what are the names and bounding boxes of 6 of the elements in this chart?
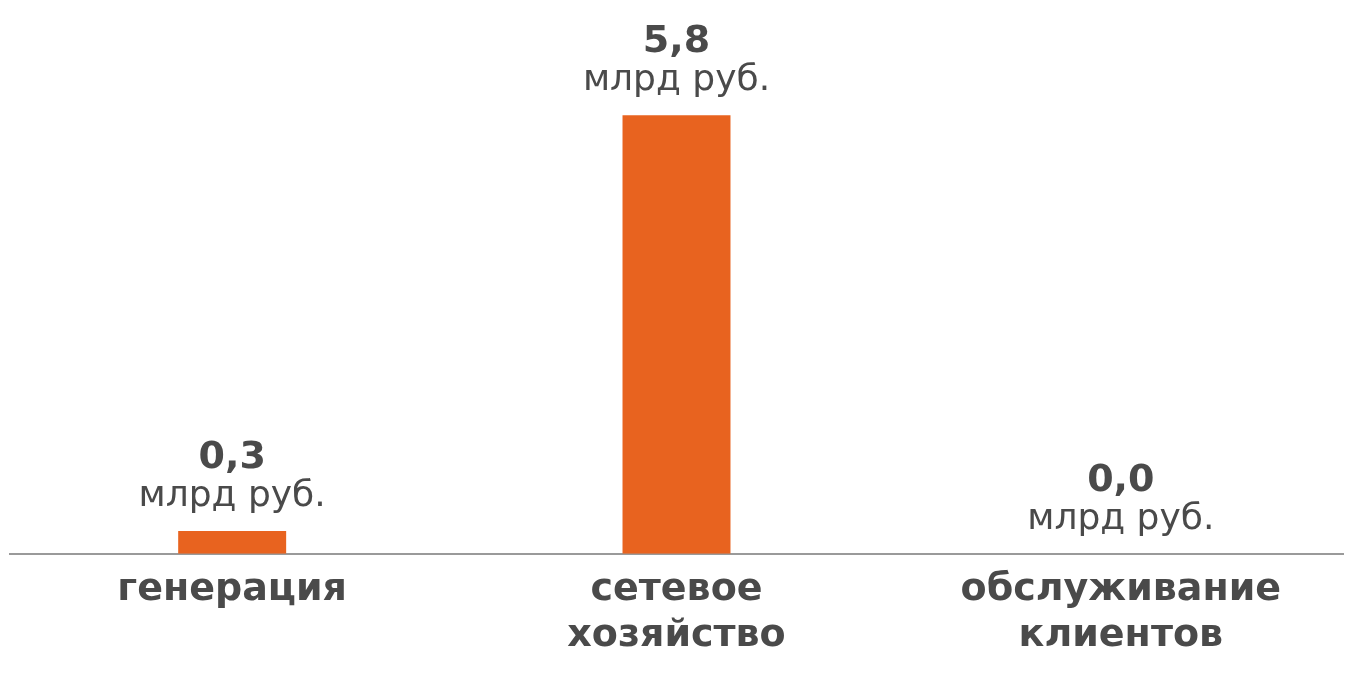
x-tick-label: сетевое хозяйство <box>567 565 786 656</box>
x-tick-label: обслуживание клиентов <box>960 565 1282 656</box>
x-tick-label: генерация <box>117 565 348 610</box>
data-label: 5,8 млрд руб. <box>582 17 771 99</box>
data-label: 0,3 млрд руб. <box>138 432 326 515</box>
data-label: 0,0 млрд руб. <box>1027 455 1215 538</box>
